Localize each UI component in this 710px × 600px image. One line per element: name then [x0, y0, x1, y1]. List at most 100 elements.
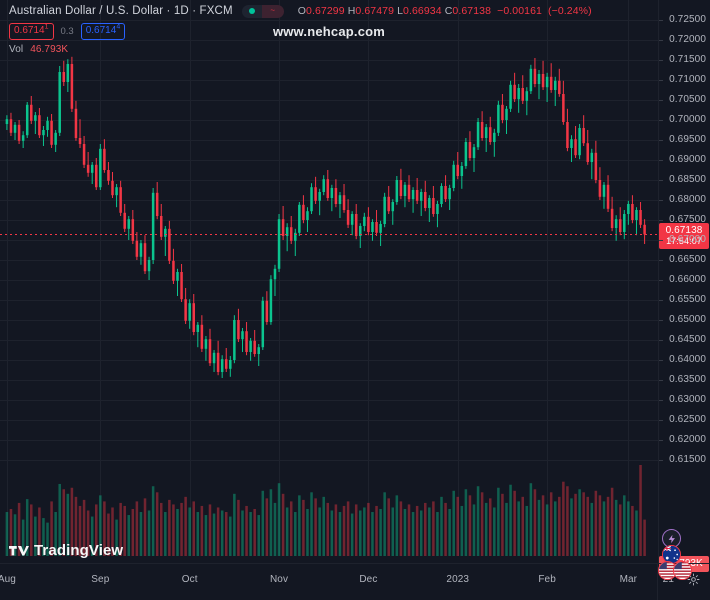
ohlc-low-label: L: [397, 5, 404, 17]
tradingview-logo[interactable]: TradingView: [9, 542, 123, 559]
time-axis-tick: Feb: [538, 574, 556, 585]
time-axis-tick: Oct: [181, 574, 198, 585]
bid-price-box[interactable]: 0.67141: [9, 22, 54, 40]
usa-flag-glyph-1: [659, 562, 676, 579]
price-axis-tick-dash: [659, 140, 663, 141]
price-axis-tick-dash: [659, 320, 663, 321]
ohlc-low-value: 0.66934: [403, 5, 442, 17]
price-axis-tick: 0.63000: [669, 394, 706, 405]
price-axis-tick: 0.68500: [669, 174, 706, 185]
tradingview-logo-text: TradingView: [34, 542, 124, 559]
price-axis-tick: 0.69500: [669, 134, 706, 145]
price-axis-tick-dash: [659, 300, 663, 301]
price-axis-tick: 0.65000: [669, 314, 706, 325]
price-axis-tick: 0.71500: [669, 54, 706, 65]
volume-legend-value: 46.793K: [30, 44, 69, 55]
price-axis-tick: 0.61500: [669, 454, 706, 465]
price-axis-tick-dash: [659, 200, 663, 201]
price-axis-tick: 0.64500: [669, 334, 706, 345]
australia-flag-icon[interactable]: [662, 545, 681, 564]
time-axis-tick: Aug: [0, 574, 16, 585]
price-axis-tick-dash: [659, 260, 663, 261]
legend-title-row: Australian Dollar / U.S. Dollar · 1D · F…: [9, 4, 592, 18]
time-axis-tick: Nov: [269, 574, 289, 585]
price-axis-tick: 0.67000: [669, 234, 706, 245]
price-axis-tick-dash: [659, 40, 663, 41]
ohlc-high-label: H: [347, 5, 356, 17]
price-axis-tick-dash: [659, 460, 663, 461]
price-axis-tick-dash: [659, 100, 663, 101]
spread-value: 0.3: [60, 25, 74, 37]
bid-price-sup: 1: [44, 23, 49, 31]
time-scale-separator: [657, 564, 658, 600]
lightning-bolt-glyph: [668, 534, 675, 543]
price-axis-tick-dash: [659, 20, 663, 21]
ohlc-readout: O0.67299 H0.67479 L0.66934 C0.67138 −0.0…: [298, 5, 592, 17]
price-axis-tick-dash: [659, 440, 663, 441]
market-open-dot-icon[interactable]: [241, 4, 262, 18]
price-axis-tick: 0.69000: [669, 154, 706, 165]
price-axis-tick: 0.72000: [669, 34, 706, 45]
time-axis-tick: Dec: [359, 574, 378, 585]
usa-flag-icon[interactable]: [673, 561, 692, 580]
price-axis-tick-dash: [659, 280, 663, 281]
quote-row: 0.67141 0.3 0.67144: [9, 22, 592, 40]
price-axis-tick-dash: [659, 220, 663, 221]
ohlc-high-value: 0.67479: [355, 5, 395, 17]
chart-pane[interactable]: [0, 0, 658, 563]
ask-price-sup: 4: [116, 23, 121, 31]
bar-countdown: 17:54:07: [666, 235, 702, 246]
price-axis-tick: 0.72500: [669, 14, 706, 25]
price-axis-tick-dash: [659, 380, 663, 381]
chart-legend: Australian Dollar / U.S. Dollar · 1D · F…: [9, 4, 592, 55]
australia-flag-glyph: [663, 546, 680, 563]
price-axis-tick: 0.68000: [669, 194, 706, 205]
usa-flag-icon[interactable]: [658, 561, 677, 580]
ohlc-close-value: 0.67138: [452, 5, 492, 17]
bid-price-value: 0.6714: [14, 24, 45, 36]
current-price-value: 0.67138: [665, 224, 703, 236]
tradingview-logo-icon: [9, 545, 29, 555]
ohlc-change-abs: −0.00161: [497, 5, 542, 17]
ohlc-close-label: C: [444, 5, 453, 17]
symbol-title[interactable]: Australian Dollar / U.S. Dollar · 1D · F…: [9, 5, 233, 17]
replay-icon-label: ~: [270, 6, 276, 15]
price-axis-tick: 0.71000: [669, 74, 706, 85]
price-axis-tick: 0.62000: [669, 434, 706, 445]
replay-icon[interactable]: ~: [261, 4, 284, 18]
price-axis-tick-dash: [659, 80, 663, 81]
time-axis-tick: Mar: [619, 574, 638, 585]
price-axis-tick-dash: [659, 360, 663, 361]
ohlc-open-value: 0.67299: [306, 5, 345, 17]
ask-price-box[interactable]: 0.67144: [80, 22, 126, 40]
price-axis-tick: 0.70000: [669, 114, 706, 125]
ask-price-value: 0.6714: [85, 24, 117, 36]
price-axis-tick-dash: [659, 420, 663, 421]
candlestick-chart: [0, 0, 658, 556]
price-axis-tick-dash: [659, 60, 663, 61]
price-axis-tick-dash: [659, 340, 663, 341]
price-axis-tick: 0.66500: [669, 254, 706, 265]
price-axis-tick-dash: [659, 120, 663, 121]
volume-legend-label: Vol: [9, 44, 24, 55]
price-axis-tick: 0.63500: [669, 374, 706, 385]
volume-legend[interactable]: Vol 46.793K: [9, 45, 592, 55]
session-pills: ~: [241, 4, 284, 18]
current-price-badge[interactable]: 0.67138 17:54:07: [659, 222, 709, 249]
price-scale[interactable]: 0.67138 17:54:07 46.793K 0.725000.720000…: [658, 0, 710, 572]
price-axis-tick-dash: [659, 160, 663, 161]
time-axis-tick: 2023: [446, 574, 470, 585]
price-axis-tick-dash: [659, 400, 663, 401]
price-axis-tick-dash: [659, 240, 663, 241]
price-axis-tick: 0.65500: [669, 294, 706, 305]
time-axis-tick: Sep: [91, 574, 110, 585]
ohlc-change-pct: (−0.24%): [548, 5, 592, 17]
price-axis-tick: 0.66000: [669, 274, 706, 285]
price-axis-tick-dash: [659, 180, 663, 181]
price-axis-tick: 0.70500: [669, 94, 706, 105]
price-axis-tick: 0.62500: [669, 414, 706, 425]
price-axis-tick: 0.67500: [669, 214, 706, 225]
usa-flag-glyph-2: [674, 562, 691, 579]
